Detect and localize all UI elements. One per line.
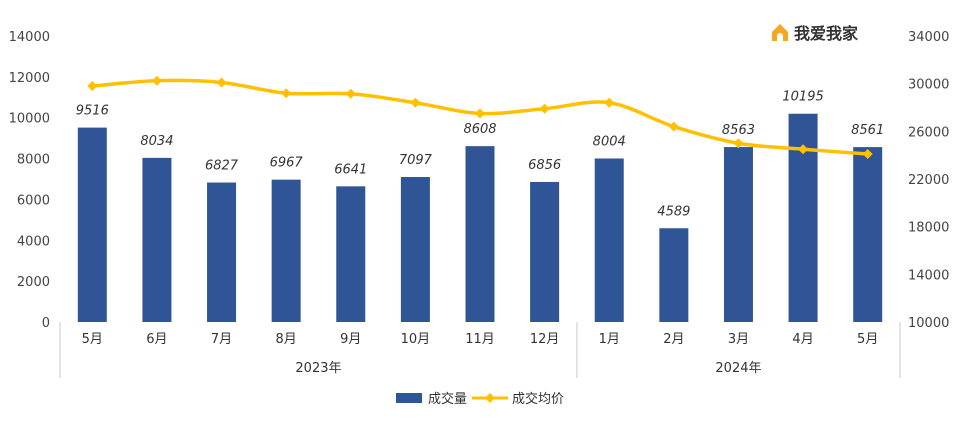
y-left-axis: 0 2000 4000 6000 8000 10000 12000 14000 — [9, 30, 50, 331]
legend-label: 成交量 — [428, 391, 467, 407]
y-right-axis: 10000 14000 18000 22000 26000 30000 34000 — [908, 30, 949, 331]
y-right-tick: 10000 — [908, 316, 949, 331]
x-tick: 5月 — [82, 332, 103, 347]
y-left-tick: 12000 — [9, 71, 50, 86]
y-left-tick: 14000 — [9, 30, 50, 45]
bar-data-label: 6856 — [528, 158, 561, 173]
bar-data-label: 9516 — [76, 104, 109, 119]
bar — [271, 179, 301, 322]
logo-text: 我爱我家 — [794, 24, 859, 43]
bar-data-label: 8034 — [140, 134, 173, 149]
price-point — [798, 144, 809, 155]
x-tick: 3月 — [728, 332, 749, 347]
price-point — [668, 121, 679, 132]
x-tick: 10月 — [401, 332, 431, 347]
y-right-tick: 14000 — [908, 268, 949, 283]
x-tick: 11月 — [465, 332, 495, 347]
price-point — [862, 148, 873, 159]
x-tick: 12月 — [530, 332, 560, 347]
x-tick: 8月 — [276, 332, 297, 347]
legend-bar-swatch — [396, 393, 422, 403]
bar-data-label: 10195 — [782, 90, 823, 105]
bar-data-label: 8608 — [463, 122, 496, 137]
bar — [336, 186, 366, 322]
x-tick: 9月 — [340, 332, 361, 347]
price-line — [87, 75, 873, 159]
bar-data-label: 7097 — [399, 153, 433, 168]
price-point — [733, 138, 744, 149]
price-point — [87, 81, 98, 92]
house-logo-icon — [772, 24, 788, 41]
price-point — [410, 97, 421, 108]
bars — [77, 113, 883, 322]
price-point — [345, 88, 356, 99]
x-tick: 1月 — [599, 332, 620, 347]
bar — [77, 127, 107, 322]
y-left-tick: 6000 — [17, 193, 50, 208]
price-point — [539, 103, 550, 114]
y-right-tick: 34000 — [908, 30, 949, 45]
bar-data-label: 8563 — [722, 123, 755, 138]
bar — [659, 228, 689, 322]
x-tick: 6月 — [146, 332, 167, 347]
bar-data-label: 6641 — [334, 162, 367, 177]
y-left-tick: 0 — [42, 316, 50, 331]
x-tick: 7月 — [211, 332, 232, 347]
x-tick: 4月 — [792, 332, 813, 347]
y-left-tick: 8000 — [17, 153, 50, 168]
bar — [400, 177, 430, 322]
x-group-label: 2023年 — [295, 361, 341, 376]
data-labels: 9516 8034 6827 6967 6641 7097 8608 6856 8004 4589… — [76, 90, 884, 220]
bar — [530, 181, 560, 322]
bar-data-label: 4589 — [657, 204, 690, 219]
legend: 成交量 成交均价 — [396, 391, 564, 407]
bar-data-label: 6827 — [205, 159, 239, 174]
price-point — [151, 75, 162, 86]
x-group-label: 2024年 — [715, 361, 761, 376]
x-tick: 5月 — [857, 332, 878, 347]
y-left-tick: 2000 — [17, 275, 50, 290]
legend-label: 成交均价 — [512, 391, 564, 407]
y-right-tick: 30000 — [908, 78, 949, 93]
brand-logo: 我爱我家 — [772, 24, 859, 43]
price-point — [216, 77, 227, 88]
y-right-tick: 26000 — [908, 125, 949, 140]
bar — [142, 157, 172, 322]
bar — [723, 147, 753, 322]
legend-line-marker — [485, 393, 495, 403]
price-point — [281, 88, 292, 99]
bar — [465, 146, 495, 322]
price-point — [475, 108, 485, 119]
x-tick: 2月 — [663, 332, 684, 347]
bar-data-label: 6967 — [270, 156, 304, 171]
y-right-tick: 18000 — [908, 221, 949, 236]
bar — [594, 158, 624, 322]
price-point — [604, 97, 615, 108]
y-left-tick: 10000 — [9, 112, 50, 127]
bar — [207, 182, 237, 322]
bar-data-label: 8004 — [593, 134, 626, 149]
bar — [853, 147, 883, 322]
x-axis: 5月 6月 7月 8月 9月 10月 11月 12月 1月 2月 3月 4月 5月 2023年 2024年 — [59, 322, 901, 378]
y-right-tick: 22000 — [908, 173, 949, 188]
bar-data-label: 8561 — [851, 123, 884, 138]
y-left-tick: 4000 — [17, 234, 50, 249]
